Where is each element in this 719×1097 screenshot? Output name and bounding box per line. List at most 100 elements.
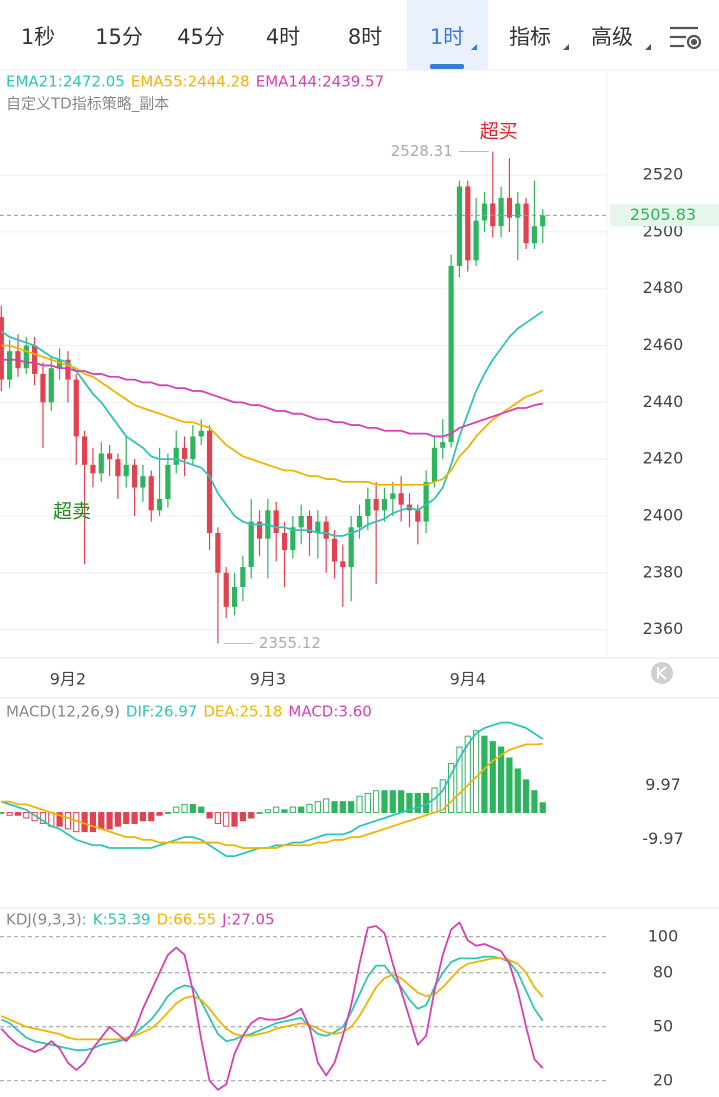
candle-body xyxy=(40,373,46,403)
macd-bar xyxy=(448,762,455,814)
macd-bar xyxy=(364,792,371,814)
tab[interactable]: 8时 xyxy=(348,25,382,49)
candle-body xyxy=(156,498,163,511)
macd-bar xyxy=(514,768,521,814)
macd-bar xyxy=(206,812,213,819)
macd-bar xyxy=(173,806,180,814)
settings-icon[interactable] xyxy=(670,26,702,50)
candle-body xyxy=(281,533,288,551)
candle-body xyxy=(465,186,471,261)
candle-body xyxy=(140,476,146,488)
indicator-line xyxy=(0,955,544,1052)
candle-body xyxy=(331,538,338,562)
macd-bar xyxy=(289,806,296,814)
last-price-box xyxy=(610,204,719,227)
candle-body xyxy=(7,351,13,380)
candle-body xyxy=(148,476,154,511)
y-tick-label: 2420 xyxy=(643,449,684,468)
annotation: 超买 xyxy=(480,121,518,143)
macd-bar xyxy=(439,779,446,814)
candle-body xyxy=(298,515,304,528)
tab[interactable]: 1时 xyxy=(430,25,464,49)
y-tick-label: 9.97 xyxy=(645,775,681,794)
tab[interactable]: 45分 xyxy=(177,25,225,49)
macd-bar xyxy=(6,812,13,816)
y-tick-label: 2380 xyxy=(643,562,684,581)
y-tick-label: 80 xyxy=(653,962,673,981)
tab[interactable]: 1秒 xyxy=(21,25,55,49)
legend-entry: K:53.39 xyxy=(93,911,151,929)
candle-body xyxy=(123,464,129,477)
tab[interactable]: 指标 xyxy=(509,25,551,49)
tab-active-bg xyxy=(407,0,488,70)
low-label: 2355.12 xyxy=(259,634,321,652)
macd-bar xyxy=(398,790,405,814)
macd-bar xyxy=(298,806,305,814)
macd-bar xyxy=(323,798,330,814)
legend-entry: EMA144:2439.57 xyxy=(256,73,384,91)
indicator-line xyxy=(1,721,544,858)
candle-body xyxy=(398,493,404,505)
candle-body xyxy=(173,447,179,465)
indicator-line xyxy=(1,344,544,486)
candle-body xyxy=(256,521,263,539)
macd-bar xyxy=(98,812,105,830)
macd-bar xyxy=(198,806,205,814)
candle-body xyxy=(57,359,63,369)
y-tick-label: 2520 xyxy=(643,165,684,184)
macd-bar xyxy=(389,790,396,814)
macd-bar xyxy=(123,812,130,824)
macd-bar xyxy=(498,746,505,814)
macd-bar xyxy=(239,812,246,822)
x-tick-label: 9月4 xyxy=(450,670,486,689)
tab[interactable]: 15分 xyxy=(95,25,143,49)
reset-zoom-button[interactable] xyxy=(651,662,673,684)
candle-body xyxy=(348,527,354,568)
macd-bar xyxy=(539,802,546,814)
tab[interactable]: 4时 xyxy=(266,25,300,49)
legend-entry: EMA21:2472.05 xyxy=(6,73,125,91)
candle-body xyxy=(206,430,213,534)
macd-bar xyxy=(456,746,463,814)
macd-bar xyxy=(264,809,271,814)
candle-body xyxy=(431,447,438,482)
macd-bar xyxy=(481,735,488,814)
last-price-label: 2505.83 xyxy=(630,205,696,224)
candle-body xyxy=(523,203,529,244)
candle-body xyxy=(456,186,463,266)
candle-body xyxy=(90,464,96,474)
tab[interactable]: 高级 xyxy=(591,25,633,49)
y-tick-label: 2400 xyxy=(643,505,684,524)
candle-body xyxy=(540,215,546,227)
legend-entry: DIF:26.97 xyxy=(126,703,197,721)
macd-bar xyxy=(348,801,355,814)
macd-bar xyxy=(248,812,255,819)
legend-entry: D:66.55 xyxy=(157,911,217,929)
indicator-line xyxy=(0,310,544,537)
y-tick-label: 2460 xyxy=(643,335,684,354)
legend-entry: MACD:3.60 xyxy=(288,703,371,721)
macd-bar xyxy=(223,812,230,827)
x-tick-label: 9月3 xyxy=(250,670,286,689)
candle-body xyxy=(390,493,396,499)
candle-body xyxy=(440,442,446,448)
subtitle: 自定义TD指标策略_副本 xyxy=(6,95,169,114)
y-tick-label: 2480 xyxy=(643,278,684,297)
y-tick-label: 100 xyxy=(648,926,679,945)
candle-body xyxy=(0,317,4,380)
panel-title: KDJ(9,3,3): xyxy=(6,911,87,929)
candle-body xyxy=(223,572,229,607)
dropdown-arrow xyxy=(563,44,569,50)
candle-body xyxy=(448,266,454,443)
candle-body xyxy=(381,498,388,511)
indicator-line xyxy=(1,742,543,849)
candle-body xyxy=(82,436,88,465)
candle-body xyxy=(323,521,329,539)
macd-bar xyxy=(23,812,30,819)
x-tick-label: 9月2 xyxy=(50,670,86,689)
candle-body xyxy=(315,521,321,534)
candle-body xyxy=(198,430,204,437)
macd-bar xyxy=(314,801,321,814)
candle-body xyxy=(231,586,238,607)
button-glyph xyxy=(657,666,667,680)
